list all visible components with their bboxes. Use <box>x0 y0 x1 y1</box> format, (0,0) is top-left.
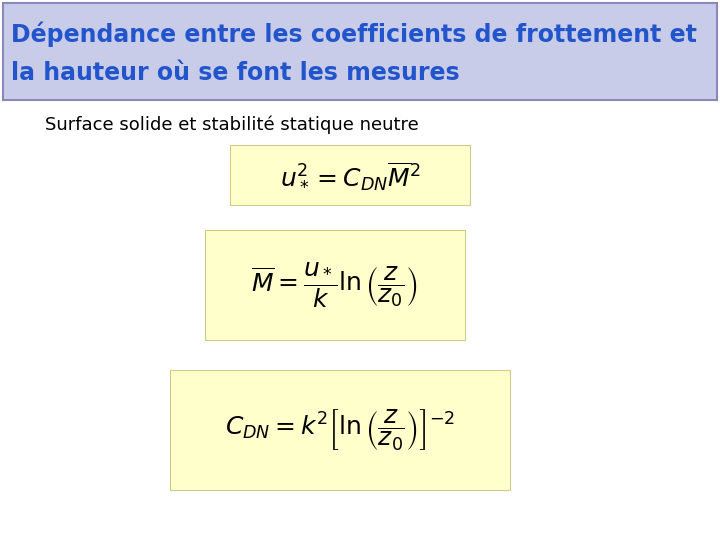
FancyBboxPatch shape <box>230 145 470 205</box>
Text: Surface solide et stabilité statique neutre: Surface solide et stabilité statique neu… <box>45 116 419 134</box>
FancyBboxPatch shape <box>205 230 465 340</box>
Text: la hauteur où se font les mesures: la hauteur où se font les mesures <box>11 61 459 85</box>
FancyBboxPatch shape <box>3 3 717 100</box>
Text: $\overline{M} = \dfrac{u_*}{k}\ln\left(\dfrac{z}{z_0}\right)$: $\overline{M} = \dfrac{u_*}{k}\ln\left(\… <box>251 260 418 309</box>
Text: $u_*^2 = C_{DN}\overline{M}^2$: $u_*^2 = C_{DN}\overline{M}^2$ <box>279 160 420 190</box>
Text: Dépendance entre les coefficients de frottement et: Dépendance entre les coefficients de fro… <box>11 21 697 47</box>
FancyBboxPatch shape <box>170 370 510 490</box>
Text: $C_{DN} = k^2\left[\ln\left(\dfrac{z}{z_0}\right)\right]^{-2}$: $C_{DN} = k^2\left[\ln\left(\dfrac{z}{z_… <box>225 408 455 453</box>
